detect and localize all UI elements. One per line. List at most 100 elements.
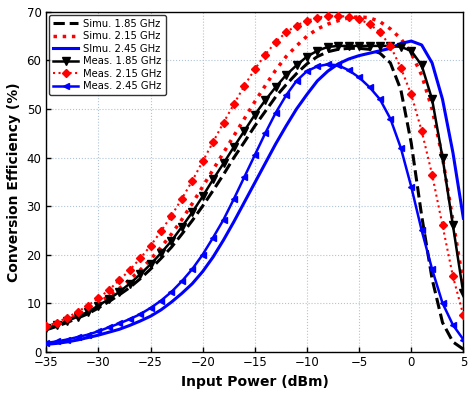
Simu. 1.85 GHz [325, 50, 331, 54]
Meas. 2.45 GHz [419, 228, 425, 233]
Simu. 2.15 GHz [200, 184, 206, 189]
Meas. 2.15 GHz [461, 313, 466, 318]
Meas. 2.45 GHz [440, 301, 446, 305]
Meas. 1.85 GHz [377, 44, 383, 48]
Simu. 1.85 GHz [273, 95, 279, 99]
Meas. 1.85 GHz [429, 97, 435, 102]
Simu. 1.85 GHz [137, 276, 143, 281]
Meas. 2.15 GHz [137, 256, 143, 261]
Simu. 1.85 GHz [409, 141, 414, 145]
Simu. 2.15 GHz [210, 167, 216, 172]
Line: Meas. 2.15 GHz: Meas. 2.15 GHz [43, 13, 466, 329]
Meas. 2.15 GHz [64, 315, 70, 320]
Simu. 1.85 GHz [169, 245, 174, 250]
Meas. 2.15 GHz [96, 296, 101, 301]
Simu. 1.85 GHz [190, 218, 195, 223]
SImu. 2.45 GHz [221, 238, 227, 242]
Simu. 1.85 GHz [429, 276, 435, 281]
Line: Simu. 1.85 GHz: Simu. 1.85 GHz [46, 48, 464, 349]
SImu. 2.45 GHz [450, 150, 456, 155]
Meas. 2.15 GHz [304, 18, 310, 23]
Simu. 2.15 GHz [377, 19, 383, 24]
SImu. 2.45 GHz [440, 97, 446, 102]
Meas. 2.45 GHz [148, 306, 154, 310]
Simu. 1.85 GHz [377, 51, 383, 55]
Simu. 2.15 GHz [44, 325, 49, 330]
Simu. 1.85 GHz [85, 311, 91, 316]
Meas. 2.15 GHz [294, 23, 300, 28]
Simu. 1.85 GHz [179, 232, 185, 236]
Simu. 2.15 GHz [273, 68, 279, 72]
Simu. 1.85 GHz [440, 320, 446, 325]
Meas. 2.45 GHz [117, 321, 122, 326]
Simu. 1.85 GHz [210, 188, 216, 193]
Meas. 1.85 GHz [461, 291, 466, 296]
Simu. 2.15 GHz [179, 217, 185, 222]
Simu. 1.85 GHz [356, 46, 362, 51]
Simu. 1.85 GHz [450, 339, 456, 344]
Meas. 2.15 GHz [419, 128, 425, 133]
SImu. 2.45 GHz [273, 141, 279, 146]
Simu. 2.15 GHz [148, 257, 154, 262]
Meas. 2.45 GHz [252, 153, 258, 158]
SImu. 2.45 GHz [388, 46, 393, 51]
Simu. 2.15 GHz [75, 313, 81, 318]
Meas. 2.15 GHz [44, 324, 49, 329]
Meas. 2.45 GHz [44, 341, 49, 345]
Simu. 1.85 GHz [252, 124, 258, 128]
Meas. 1.85 GHz [304, 54, 310, 59]
Meas. 2.15 GHz [325, 13, 331, 18]
Meas. 2.15 GHz [127, 268, 133, 272]
Meas. 2.15 GHz [231, 102, 237, 107]
SImu. 2.45 GHz [190, 281, 195, 286]
Meas. 2.15 GHz [273, 40, 279, 44]
Simu. 2.15 GHz [336, 18, 341, 23]
Simu. 1.85 GHz [96, 306, 101, 310]
SImu. 2.45 GHz [210, 255, 216, 259]
Simu. 2.15 GHz [294, 44, 300, 48]
Simu. 2.15 GHz [283, 54, 289, 59]
Meas. 2.15 GHz [221, 120, 227, 125]
Meas. 1.85 GHz [336, 44, 341, 48]
Simu. 2.15 GHz [190, 201, 195, 206]
Meas. 2.45 GHz [179, 279, 185, 284]
Simu. 2.15 GHz [106, 293, 112, 298]
Simu. 1.85 GHz [461, 347, 466, 352]
Meas. 1.85 GHz [283, 72, 289, 77]
Line: Meas. 2.45 GHz: Meas. 2.45 GHz [43, 61, 466, 346]
SImu. 2.45 GHz [242, 200, 247, 205]
Meas. 2.15 GHz [398, 65, 404, 70]
Meas. 1.85 GHz [117, 289, 122, 294]
SImu. 2.45 GHz [148, 314, 154, 319]
Meas. 1.85 GHz [190, 210, 195, 215]
Simu. 1.85 GHz [346, 46, 352, 51]
Simu. 2.15 GHz [398, 36, 404, 41]
SImu. 2.45 GHz [419, 42, 425, 47]
Meas. 2.15 GHz [117, 278, 122, 283]
SImu. 2.45 GHz [179, 291, 185, 296]
Meas. 2.45 GHz [54, 339, 60, 344]
SImu. 2.45 GHz [356, 53, 362, 58]
Meas. 2.45 GHz [461, 337, 466, 342]
Meas. 1.85 GHz [315, 48, 320, 53]
Meas. 1.85 GHz [179, 225, 185, 229]
Meas. 1.85 GHz [44, 326, 49, 331]
SImu. 2.45 GHz [117, 327, 122, 332]
Meas. 1.85 GHz [148, 262, 154, 267]
Simu. 2.15 GHz [409, 51, 414, 55]
SImu. 2.45 GHz [336, 61, 341, 66]
Simu. 1.85 GHz [388, 61, 393, 65]
SImu. 2.45 GHz [315, 78, 320, 83]
Meas. 2.45 GHz [367, 85, 373, 89]
Meas. 1.85 GHz [409, 48, 414, 53]
Meas. 2.15 GHz [148, 244, 154, 248]
Meas. 2.45 GHz [127, 317, 133, 322]
Meas. 1.85 GHz [356, 44, 362, 48]
Meas. 2.45 GHz [336, 63, 341, 68]
Meas. 2.15 GHz [450, 274, 456, 279]
Simu. 2.15 GHz [419, 72, 425, 77]
Meas. 1.85 GHz [106, 297, 112, 302]
Meas. 1.85 GHz [440, 155, 446, 160]
Meas. 1.85 GHz [169, 239, 174, 244]
Meas. 2.15 GHz [210, 140, 216, 145]
